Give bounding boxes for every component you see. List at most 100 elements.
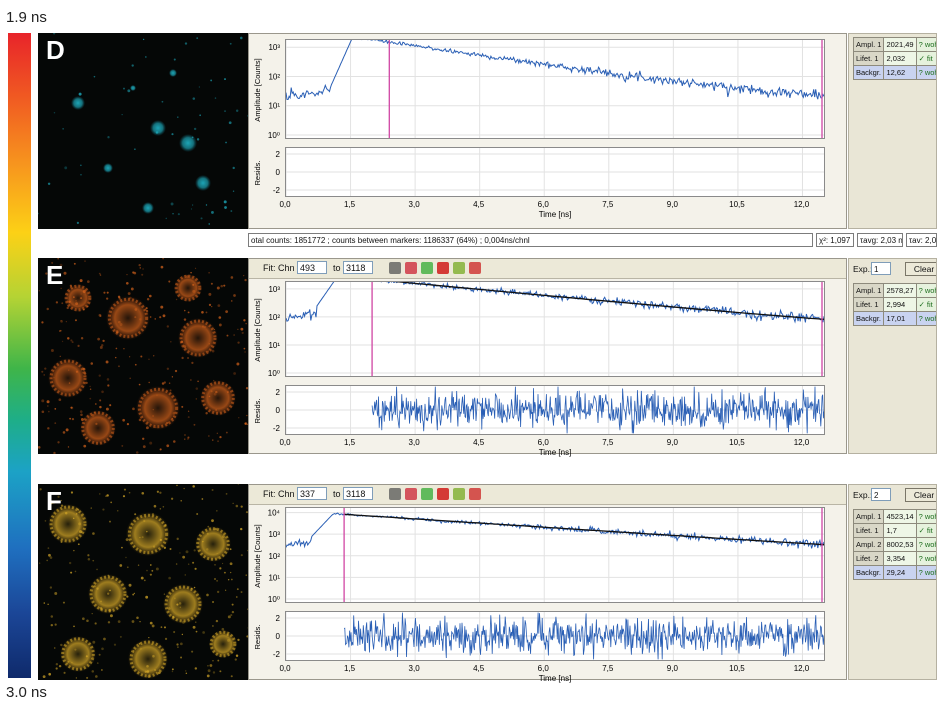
param-value[interactable]: 12,62 <box>883 65 917 80</box>
param-value[interactable]: 17,01 <box>883 311 917 326</box>
cell-membrane <box>107 297 149 339</box>
param-flag[interactable]: ? wohl. <box>915 65 936 80</box>
fluorescence-speckle <box>106 291 109 294</box>
fluorescence-speckle <box>179 552 181 554</box>
param-flag[interactable]: ✓ fit <box>915 523 936 538</box>
panel-letter: D <box>46 35 65 65</box>
chn-from-input[interactable]: 337 <box>297 487 327 500</box>
res-tick-label: -2 <box>273 186 281 195</box>
parameter-row[interactable]: Lifet. 1 2,032 ✓ fit <box>852 51 936 66</box>
fluorescence-speckle <box>151 512 155 516</box>
param-flag[interactable]: ? wohl. <box>915 509 936 524</box>
fluorescence-speckle <box>109 520 111 523</box>
fluorescence-speckle <box>240 527 243 531</box>
param-flag[interactable]: ✓ fit <box>915 51 936 66</box>
fluorescence-speckle <box>106 378 110 381</box>
param-flag[interactable]: ? wohl. <box>915 565 936 580</box>
parameter-row[interactable]: Backgr.17,01? wohl. <box>852 311 936 326</box>
param-value[interactable]: 2,032 <box>883 51 917 66</box>
fluorescence-speckle <box>125 538 129 542</box>
exp-count-select[interactable]: 1 <box>871 262 891 275</box>
fluorescence-speckle <box>225 310 229 314</box>
fluorescence-speckle <box>48 672 52 676</box>
clear-button[interactable]: Clear <box>905 262 936 276</box>
range-icon[interactable] <box>389 488 401 500</box>
fluorescence-speckle <box>39 488 42 491</box>
cell-blob <box>128 639 168 679</box>
fluorescence-speckle <box>167 607 171 610</box>
param-value[interactable]: 2,994 <box>883 297 917 312</box>
chn-from-input[interactable]: 493 <box>297 261 327 274</box>
chn-to-input[interactable]: 3118 <box>343 261 373 274</box>
export-icon[interactable] <box>469 262 481 274</box>
fluorescence-speckle <box>143 579 146 582</box>
param-value[interactable]: 2578,27 <box>883 283 917 298</box>
x-tick-label: 1,5 <box>344 664 356 673</box>
param-value[interactable]: 29,24 <box>883 565 917 580</box>
residual-icon[interactable] <box>421 262 433 274</box>
fluorescence-speckle <box>211 211 214 214</box>
fluorescence-speckle <box>99 493 101 495</box>
parameter-row[interactable]: Backgr.12,62? wohl. <box>852 65 936 80</box>
param-flag[interactable]: ? wohl. <box>915 37 936 52</box>
param-flag[interactable]: ? wohl. <box>915 537 936 552</box>
fluorescence-speckle <box>192 289 196 293</box>
fluorescence-speckle <box>139 267 142 269</box>
fluorescence-speckle <box>49 556 53 559</box>
cell-blob <box>150 120 166 136</box>
tools-icon[interactable] <box>453 488 465 500</box>
param-flag[interactable]: ? wohl. <box>915 551 936 566</box>
fluorescence-speckle <box>138 418 142 422</box>
fluorescence-speckle <box>213 392 217 396</box>
clear-button[interactable]: Clear <box>905 488 936 502</box>
fluorescence-speckle <box>212 439 214 441</box>
param-name: Ampl. 1 <box>852 37 885 52</box>
fluorescence-speckle <box>140 576 144 580</box>
fluorescence-speckle <box>196 513 199 515</box>
param-value[interactable]: 3,354 <box>883 551 917 566</box>
stop-icon[interactable] <box>437 488 449 500</box>
fluorescence-speckle <box>225 493 228 495</box>
parameter-row[interactable]: Backgr.29,24? wohl. <box>852 565 936 580</box>
export-icon[interactable] <box>469 488 481 500</box>
y-tick-label: 10² <box>268 72 280 81</box>
fluorescence-speckle <box>216 579 219 582</box>
param-flag[interactable]: ? wohl. <box>915 283 936 298</box>
fit-icon[interactable] <box>405 262 417 274</box>
exp-count-select[interactable]: 2 <box>871 488 891 501</box>
range-icon[interactable] <box>389 262 401 274</box>
cell-image <box>39 484 250 679</box>
y-axis-label: Amplitude [Counts] <box>253 298 262 361</box>
fluorescence-speckle <box>121 113 123 116</box>
param-value[interactable]: 2021,49 <box>883 37 917 52</box>
fluorescence-speckle <box>142 268 144 270</box>
parameter-row[interactable]: Lifet. 23,354? wohl. <box>852 551 936 566</box>
param-flag[interactable]: ✓ fit <box>915 297 936 312</box>
param-value[interactable]: 4523,14 <box>883 509 917 524</box>
fluorescence-speckle <box>90 507 92 509</box>
param-value[interactable]: 1,7 <box>883 523 917 538</box>
param-value[interactable]: 8002,53 <box>883 537 917 552</box>
residual-icon[interactable] <box>421 488 433 500</box>
parameter-row[interactable]: Lifet. 1 1,7 ✓ fit <box>852 523 936 538</box>
stop-icon[interactable] <box>437 262 449 274</box>
parameter-row[interactable]: Lifet. 1 2,994 ✓ fit <box>852 297 936 312</box>
cell-blob <box>142 202 154 214</box>
param-flag[interactable]: ? wohl. <box>915 311 936 326</box>
fluorescence-speckle <box>165 217 168 220</box>
tools-icon[interactable] <box>453 262 465 274</box>
chn-to-input[interactable]: 3118 <box>343 487 373 500</box>
fit-icon[interactable] <box>405 488 417 500</box>
fluorescence-speckle <box>160 626 163 629</box>
lifetime-colorbar <box>8 33 31 678</box>
residuals-plot: 2 0 -2 Resids. <box>253 147 826 198</box>
x-tick-label: 4,5 <box>473 438 485 447</box>
fluorescence-speckle <box>202 631 205 634</box>
fluorescence-speckle <box>226 633 229 637</box>
fluorescence-speckle <box>86 676 89 679</box>
fluorescence-speckle <box>177 646 179 648</box>
